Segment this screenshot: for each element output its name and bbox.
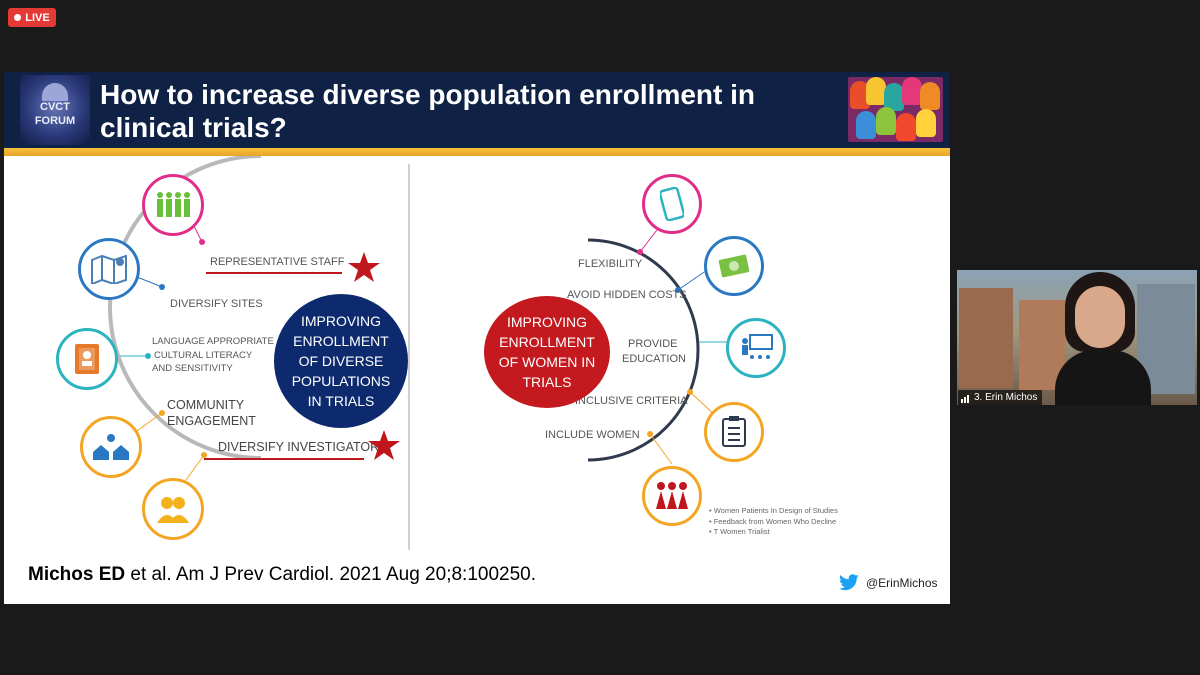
diverse-faces-image [848,77,943,142]
presentation-slide: CVCT FORUM How to increase diverse popul… [4,72,950,604]
women-bullets: • Women Patients In Design of Studies • … [709,506,838,538]
diversify-sites-label: DIVERSIFY SITES [170,298,263,310]
logo-line-2: FORUM [34,115,76,127]
diversify-investigators-underline [204,458,364,460]
community-label-2: ENGAGEMENT [167,414,256,428]
map-icon [78,238,140,300]
twitter-bird-icon [839,574,859,591]
diversify-investigators-label: DIVERSIFY INVESTIGATORS [218,440,388,454]
slide-header: CVCT FORUM How to increase diverse popul… [4,72,950,148]
star-icon [368,430,400,460]
education-icon [726,318,786,378]
twitter-handle: @ErinMichos [838,574,938,592]
participant-video[interactable] [957,270,1197,405]
bullet-item: • Women Patients In Design of Studies [709,506,838,515]
right-center-text: IMPROVING ENROLLMENT OF WOMEN IN TRIALS [498,314,596,390]
bullet-item: • Feedback from Women Who Decline [709,516,837,526]
bullet-item: • T Women Trialist [709,527,770,536]
live-label: LIVE [25,11,50,24]
signal-bars-icon [961,392,970,403]
right-center-circle: IMPROVING ENROLLMENT OF WOMEN IN TRIALS [484,296,610,408]
live-dot-icon [14,14,22,21]
representative-staff-label: REPRESENTATIVE STAFF [210,256,345,268]
cvct-forum-logo: CVCT FORUM [20,75,90,145]
participant-name: 3. Erin Michos [974,392,1038,403]
investigators-people-icon [142,478,204,540]
citation-author: Michos ED [28,564,126,585]
participant-name-label: 3. Erin Michos [958,390,1043,405]
left-diagram [108,156,262,481]
language-label-3: AND SENSITIVITY [152,363,233,374]
header-accent-bar [4,148,950,156]
logo-line-1: CVCT [40,101,70,113]
left-center-circle: IMPROVING ENROLLMENT OF DIVERSE POPULATI… [274,294,408,428]
checklist-icon [704,402,764,462]
language-label-1: LANGUAGE APPROPRIATE [152,336,274,347]
community-houses-icon [80,416,142,478]
twitter-handle-text: @ErinMichos [866,576,938,590]
flexibility-label: FLEXIBILITY [578,258,643,270]
representative-staff-underline [206,272,342,274]
representative-staff-icon [142,174,204,236]
education-label: EDUCATION [622,353,686,365]
phone-icon [642,174,702,234]
live-badge: LIVE [8,8,56,27]
language-label-2: CULTURAL LITERACY [154,350,253,361]
left-center-text: IMPROVING ENROLLMENT OF DIVERSE POPULATI… [291,313,391,409]
star-icon [348,252,380,282]
slide-title: How to increase diverse population enrol… [100,79,756,143]
citation-rest: et al. Am J Prev Cardiol. 2021 Aug 20;8:… [125,564,536,585]
money-icon [704,236,764,296]
hidden-costs-label: AVOID HIDDEN COSTS [567,289,687,301]
language-book-icon [56,328,118,390]
citation: Michos ED et al. Am J Prev Cardiol. 2021… [28,564,536,586]
provide-label: PROVIDE [628,338,678,350]
include-women-label: INCLUDE WOMEN [545,429,640,441]
inclusive-criteria-label: INCLUSIVE CRITERIA [575,395,688,407]
community-label-1: COMMUNITY [167,398,245,412]
slide-divider [408,164,410,550]
women-icon [642,466,702,526]
